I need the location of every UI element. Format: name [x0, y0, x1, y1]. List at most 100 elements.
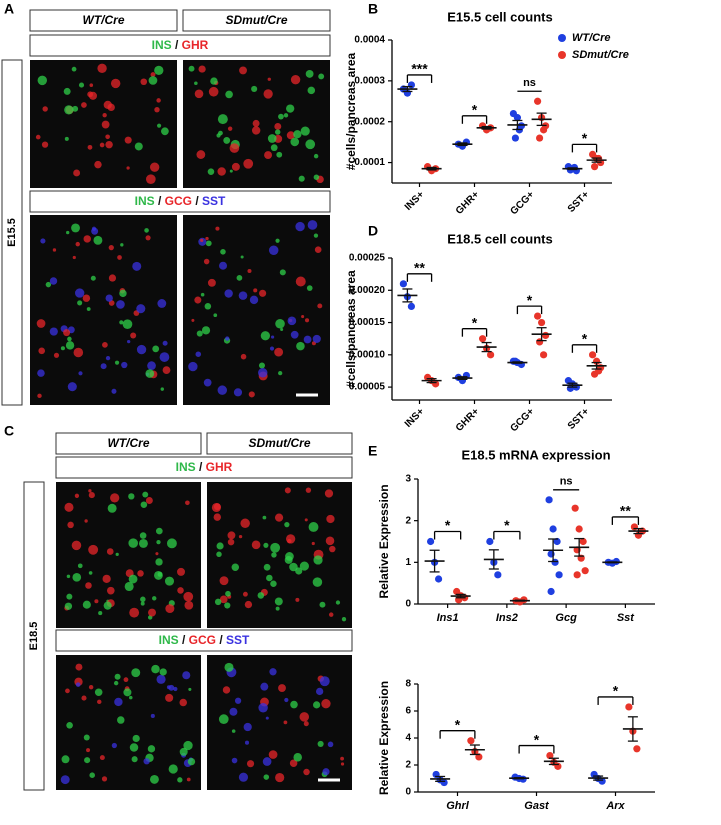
cell-signal — [200, 292, 205, 297]
cell-signal — [42, 106, 48, 112]
cell-signal — [262, 757, 272, 766]
cell-signal — [287, 316, 297, 326]
cell-signal — [72, 572, 82, 582]
stain-label: INS / GHR — [176, 460, 233, 474]
data-point — [479, 335, 487, 343]
legend-label: WT/Cre — [572, 32, 611, 44]
cell-signal — [108, 245, 114, 251]
cell-signal — [73, 347, 84, 358]
stage-label: E18.5 — [28, 622, 40, 651]
sem-bar — [567, 167, 578, 171]
cell-signal — [286, 131, 295, 140]
column-header-box — [55, 432, 202, 455]
cell-signal — [77, 563, 83, 569]
significance-label: * — [582, 331, 588, 347]
cell-signal — [106, 548, 114, 555]
cell-signal — [136, 344, 147, 355]
cell-signal — [260, 682, 269, 691]
cell-signal — [138, 538, 148, 548]
cell-signal — [283, 720, 288, 725]
y-axis-label: #cells/pancreas area — [344, 52, 358, 170]
cell-signal — [177, 587, 184, 594]
cell-signal — [75, 241, 80, 247]
cell-signal — [266, 574, 273, 582]
cell-signal — [114, 697, 123, 707]
cell-signal — [303, 721, 309, 727]
stain-name: INS — [176, 460, 196, 474]
cell-signal — [295, 597, 300, 602]
column-header: SDmut/Cre — [225, 13, 287, 27]
significance-label: ns — [560, 476, 573, 488]
panel-label: D — [368, 223, 378, 239]
cell-signal — [223, 136, 231, 144]
cell-signal — [205, 236, 209, 241]
sem-bar — [435, 775, 446, 782]
cell-signal — [299, 712, 310, 722]
cell-signal — [258, 362, 265, 369]
cell-signal — [97, 63, 107, 74]
stain-separator: / — [155, 194, 165, 208]
stain-name: GHR — [206, 460, 233, 474]
data-point — [545, 496, 553, 504]
cell-signal — [143, 758, 150, 765]
cell-signal — [263, 774, 270, 780]
cell-signal — [289, 759, 298, 767]
y-tick-label: 2 — [405, 760, 411, 771]
cell-signal — [122, 319, 133, 330]
cell-signal — [53, 352, 60, 358]
cell-signal — [84, 519, 88, 523]
cell-signal — [280, 327, 284, 331]
cell-signal — [64, 105, 74, 115]
cell-signal — [271, 552, 277, 558]
cell-signal — [88, 492, 95, 499]
cell-signal — [184, 600, 194, 610]
cell-signal — [316, 687, 324, 696]
sem-bar — [455, 593, 466, 599]
cell-signal — [71, 540, 82, 551]
cell-signal — [165, 604, 175, 614]
cell-signal — [81, 695, 87, 701]
data-point — [555, 571, 563, 579]
cell-signal — [155, 558, 163, 566]
cell-signal — [214, 598, 222, 606]
micrograph — [56, 655, 201, 790]
sem-bar — [548, 757, 559, 766]
cell-signal — [120, 243, 124, 247]
data-point — [546, 751, 554, 760]
cell-signal — [77, 300, 83, 306]
cell-signal — [269, 346, 275, 351]
data-point — [536, 134, 544, 142]
cell-signal — [246, 760, 255, 768]
stain-box — [29, 190, 331, 213]
cell-signal — [182, 671, 191, 680]
data-point — [407, 81, 415, 89]
cell-signal — [293, 130, 302, 139]
cell-signal — [65, 341, 75, 350]
cell-signal — [145, 235, 151, 241]
cell-signal — [88, 489, 92, 493]
cell-signal — [98, 611, 103, 616]
significance-label: * — [445, 517, 451, 533]
cell-signal — [107, 103, 115, 112]
cell-signal — [200, 238, 204, 242]
cell-signal — [265, 716, 269, 720]
cell-signal — [140, 596, 146, 603]
cell-signal — [136, 304, 146, 314]
significance-label: * — [472, 314, 478, 330]
sem-bar — [481, 125, 492, 130]
x-tick-label: INS+ — [403, 189, 427, 213]
cell-signal — [90, 275, 96, 281]
cell-signal — [216, 542, 224, 550]
cell-signal — [244, 740, 250, 745]
cell-signal — [162, 366, 171, 375]
cell-signal — [71, 66, 77, 72]
cell-signal — [275, 772, 285, 783]
cell-signal — [196, 150, 206, 159]
data-point — [513, 114, 522, 122]
cell-signal — [152, 596, 157, 601]
cell-signal — [67, 382, 77, 392]
cell-signal — [102, 113, 107, 118]
significance-label: * — [504, 517, 510, 533]
cell-signal — [155, 527, 163, 535]
cell-signal — [322, 768, 330, 776]
